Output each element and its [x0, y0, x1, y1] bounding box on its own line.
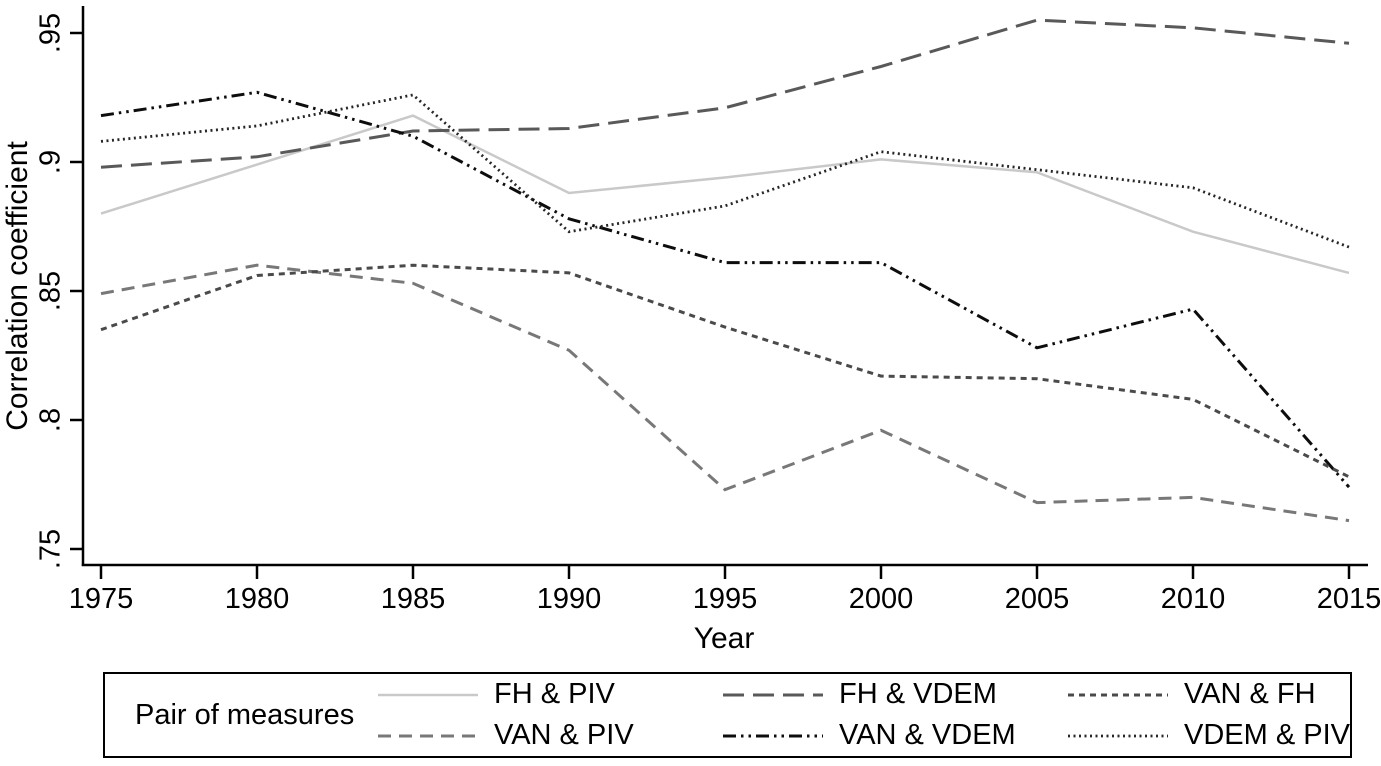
series-line-van-piv: [100, 263, 1350, 523]
legend-entry-van-fh: VAN & FH: [1068, 675, 1350, 715]
x-axis-title: Year: [694, 622, 755, 655]
legend-entry-fh-vdem: FH & VDEM: [723, 675, 1068, 715]
y-tick-label: .95: [35, 13, 67, 53]
x-tick-label: 2005: [1005, 583, 1070, 615]
y-axis-title: Correlation coefficient: [1, 141, 34, 431]
legend-label: VAN & FH: [1184, 678, 1316, 710]
legend-entry-fh-piv: FH & PIV: [378, 675, 723, 715]
legend-line-sample: [723, 693, 823, 696]
y-tick-label: .75: [35, 529, 67, 569]
series-line-fh-vdem: [100, 18, 1350, 169]
legend-entry-van-piv: VAN & PIV: [378, 716, 723, 756]
x-tick-label: 1990: [537, 583, 602, 615]
legend-label: VAN & VDEM: [839, 719, 1016, 751]
legend-title: Pair of measures: [135, 698, 355, 731]
legend-label: VAN & PIV: [494, 719, 634, 751]
legend: Pair of measures FH & PIV VAN & PIV FH & V…: [103, 672, 1352, 758]
series-line-vdem-piv: [100, 93, 1350, 249]
y-tick-label: .9: [35, 150, 67, 174]
series-line-van-fh: [100, 263, 1350, 479]
legend-line-sample: [723, 734, 823, 737]
legend-line-sample: [378, 693, 478, 696]
series-line-fh-piv: [100, 114, 1350, 275]
series-line-van-vdem: [100, 90, 1351, 489]
legend-label: FH & VDEM: [839, 678, 997, 710]
line-chart-plot: .75 .8 .85 .9 .95 1975 1980 1985 1990 1995 2000 200…: [1, 6, 1381, 655]
legend-entry-van-vdem: VAN & VDEM: [723, 716, 1068, 756]
legend-line-sample: [378, 734, 478, 737]
axis-ticks-layer: .75 .8 .85 .9 .95 1975 1980 1985 1990 1995 2000 200…: [35, 13, 1381, 615]
legend-entries: FH & PIV VAN & PIV FH & VDEM VAN & VDEM VAN …: [378, 674, 1350, 756]
legend-line-sample: [1068, 734, 1168, 737]
legend-label: VDEM & PIV: [1184, 719, 1350, 751]
x-tick-label: 2015: [1317, 583, 1381, 615]
x-tick-label: 2010: [1161, 583, 1226, 615]
x-tick-label: 1975: [69, 583, 134, 615]
x-tick-label: 1995: [693, 583, 758, 615]
x-tick-label: 1980: [225, 583, 290, 615]
legend-label: FH & PIV: [494, 678, 615, 710]
x-tick-label: 1985: [381, 583, 446, 615]
x-tick-label: 2000: [849, 583, 914, 615]
legend-line-sample: [1068, 693, 1168, 696]
data-series-layer: [100, 18, 1351, 523]
y-tick-label: .85: [35, 271, 67, 311]
y-tick-label: .8: [35, 408, 67, 432]
legend-entry-vdem-piv: VDEM & PIV: [1068, 716, 1350, 756]
